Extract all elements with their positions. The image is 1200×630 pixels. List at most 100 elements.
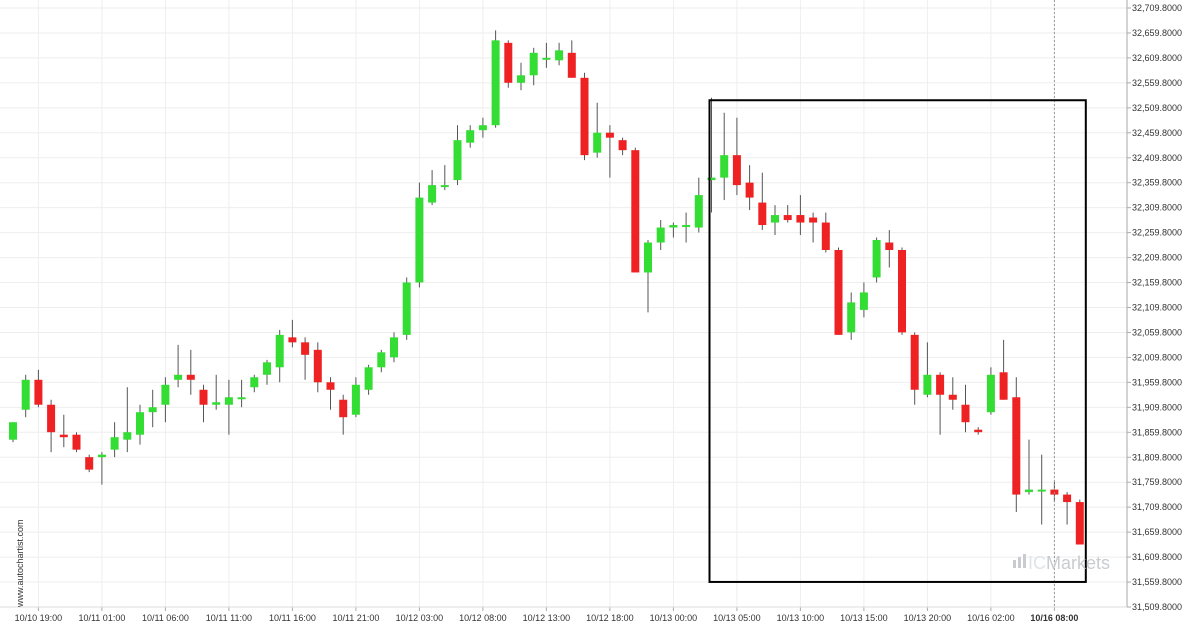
candle-up — [212, 402, 221, 405]
y-tick-label: 32,609.8000 — [1132, 53, 1182, 63]
candle-up — [656, 227, 665, 243]
y-tick-label: 31,609.8000 — [1132, 552, 1182, 562]
x-axis: 10/10 19:00 10/11 01:00 10/11 06:00 10/11 1… — [0, 606, 1127, 623]
svg-text:ICMarkets: ICMarkets — [1028, 553, 1110, 573]
y-tick-label: 31,659.8000 — [1132, 527, 1182, 537]
x-tick-label: 10/11 01:00 — [78, 613, 125, 623]
candle-down — [948, 394, 957, 400]
candle-down — [885, 242, 894, 250]
x-tick-label: 10/13 15:00 — [840, 613, 888, 623]
candle-up — [97, 454, 106, 458]
candle-down — [618, 140, 627, 151]
candle-up — [364, 367, 373, 390]
x-tick-label: 10/12 08:00 — [459, 613, 507, 623]
candle-down — [34, 379, 43, 405]
y-tick-label: 32,559.8000 — [1132, 78, 1182, 88]
y-tick-label: 32,709.8000 — [1132, 3, 1182, 13]
x-tick-label: 10/13 20:00 — [904, 613, 952, 623]
candle-down — [326, 382, 335, 390]
candle-up — [136, 412, 144, 435]
candle-down — [301, 342, 310, 355]
grid-lines — [0, 0, 1127, 608]
candle-down — [186, 374, 195, 380]
candle-down — [47, 404, 56, 433]
x-tick-label: 10/13 05:00 — [713, 613, 761, 623]
candle-down — [745, 182, 754, 198]
candle-down — [936, 374, 945, 395]
candle-up — [250, 377, 259, 388]
y-tick-label: 32,159.8000 — [1132, 278, 1182, 288]
x-tick-label: 10/12 18:00 — [586, 613, 634, 623]
candle-down — [59, 434, 68, 438]
candle-down — [504, 42, 513, 83]
candle-up — [872, 240, 881, 278]
y-tick-label: 32,059.8000 — [1132, 327, 1182, 337]
y-tick-label: 32,359.8000 — [1132, 178, 1182, 188]
y-tick-label: 31,909.8000 — [1132, 402, 1182, 412]
candle-up — [694, 195, 703, 228]
candle-up — [174, 374, 183, 380]
candle-up — [466, 130, 475, 143]
y-tick-label: 31,509.8000 — [1132, 602, 1182, 612]
candle-down — [567, 52, 576, 78]
brand-bar-3 — [1023, 554, 1026, 568]
candle-down — [910, 334, 919, 390]
candle-up — [415, 197, 424, 283]
candle-up — [847, 302, 856, 333]
candle-up — [440, 185, 449, 188]
y-tick-label: 32,509.8000 — [1132, 103, 1182, 113]
candle-down — [974, 429, 983, 433]
candle-up — [1037, 489, 1046, 492]
pattern-overlay — [708, 0, 1087, 607]
candle-down — [313, 349, 322, 383]
y-tick-label: 31,959.8000 — [1132, 377, 1182, 387]
candle-down — [580, 77, 589, 156]
y-tick-label: 32,209.8000 — [1132, 253, 1182, 263]
y-tick-label: 32,009.8000 — [1132, 352, 1182, 362]
watermark: www.autochartist.com — [15, 519, 25, 608]
candle-up — [275, 334, 284, 368]
candle-up — [682, 225, 691, 228]
y-tick-label: 31,809.8000 — [1132, 452, 1182, 462]
x-tick-label: 10/16 02:00 — [967, 613, 1015, 623]
candle-up — [644, 242, 652, 273]
x-tick-label: 10/13 00:00 — [650, 613, 698, 623]
candle-down — [999, 372, 1008, 400]
x-tick-label: 10/11 06:00 — [142, 613, 189, 623]
candle-down — [809, 217, 818, 223]
x-tick-label: 10/11 16:00 — [269, 613, 316, 623]
candle-down — [72, 434, 81, 450]
x-tick-label: 10/13 10:00 — [777, 613, 825, 623]
candle-up — [923, 374, 932, 395]
candle-down — [1075, 502, 1084, 545]
candle-up — [491, 40, 500, 126]
candle-up — [517, 75, 525, 83]
candle-up — [237, 397, 246, 400]
candle-up — [669, 225, 678, 228]
y-tick-label: 32,309.8000 — [1132, 203, 1182, 213]
candle-up — [478, 125, 487, 131]
candle-down — [1012, 397, 1021, 495]
candle-up — [859, 292, 868, 310]
y-tick-label: 32,659.8000 — [1132, 28, 1182, 38]
candle-down — [796, 215, 805, 223]
candle-up — [453, 140, 462, 181]
brand-bar-2 — [1018, 557, 1021, 568]
brand-bar-1 — [1013, 560, 1016, 568]
candle-up — [707, 177, 716, 181]
y-tick-label: 32,259.8000 — [1132, 228, 1182, 238]
candle-up — [148, 407, 157, 413]
y-tick-label: 31,859.8000 — [1132, 427, 1182, 437]
brand-logo: ICMarkets — [1013, 553, 1110, 573]
candle-up — [986, 374, 995, 413]
candlestick-series — [9, 30, 1084, 545]
y-tick-label: 31,709.8000 — [1132, 502, 1182, 512]
x-tick-label: 10/12 03:00 — [396, 613, 444, 623]
x-tick-label: 10/10 19:00 — [15, 613, 63, 623]
candle-up — [263, 362, 271, 375]
candle-down — [288, 337, 297, 343]
candle-up — [110, 437, 119, 450]
candle-down — [821, 222, 830, 250]
x-tick-label: 10/12 13:00 — [523, 613, 571, 623]
candle-up — [161, 384, 170, 405]
